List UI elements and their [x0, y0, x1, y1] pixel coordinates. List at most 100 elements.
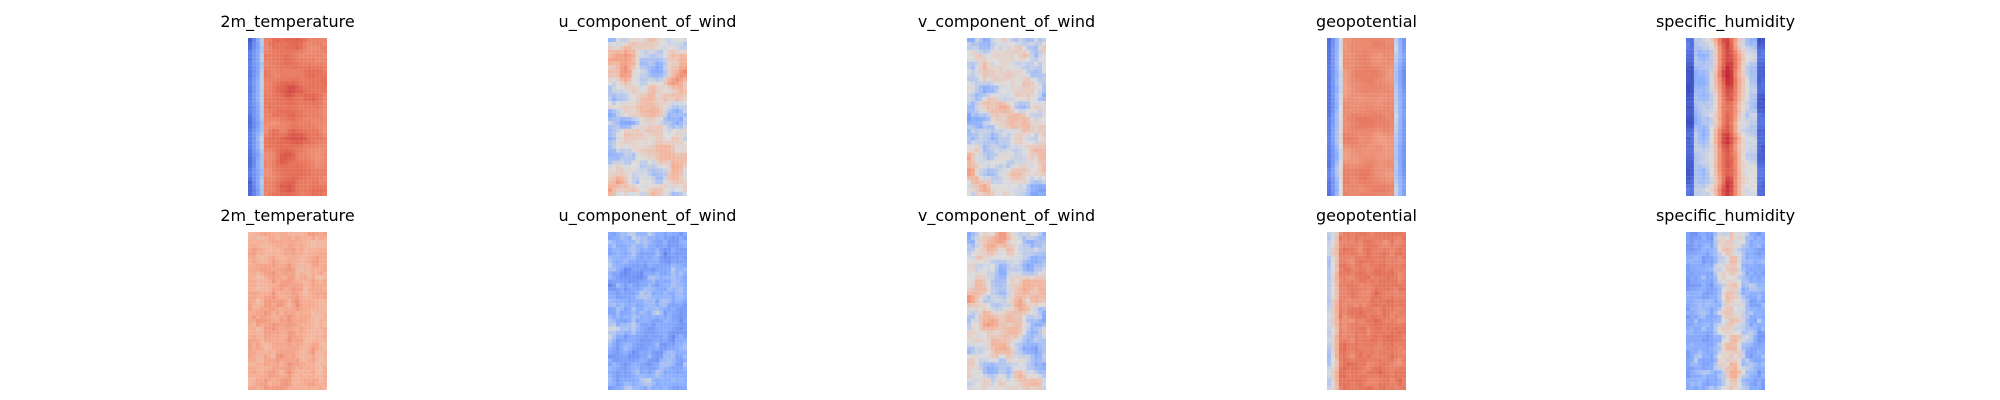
heatmap-cell: [627, 180, 632, 185]
heatmap-cell: [1346, 128, 1351, 133]
heatmap-cell: [1342, 41, 1347, 46]
heatmap-cell: [1721, 65, 1726, 70]
heatmap-cell: [323, 291, 327, 296]
heatmap-cell: [1390, 117, 1395, 122]
heatmap-cell: [1725, 53, 1730, 58]
heatmap-cell: [1390, 156, 1395, 161]
heatmap-cell: [295, 235, 300, 240]
heatmap-cell: [639, 89, 644, 94]
heatmap-cell: [611, 57, 616, 62]
heatmap-cell: [608, 85, 613, 90]
heatmap-cell: [311, 53, 316, 58]
heatmap-cell: [315, 113, 320, 118]
heatmap-cell: [271, 49, 276, 54]
heatmap-cell: [1366, 148, 1371, 153]
heatmap-cell: [1006, 192, 1011, 196]
heatmap-cell: [635, 97, 640, 102]
heatmap-cell: [1022, 65, 1027, 70]
heatmap-cell: [1733, 57, 1738, 62]
heatmap-cell: [1402, 176, 1406, 181]
heatmap-cell: [1030, 164, 1035, 169]
heatmap-cell: [631, 235, 636, 240]
heatmap-cell: [639, 132, 644, 137]
heatmap-cell: [619, 113, 624, 118]
heatmap-cell: [275, 180, 280, 185]
heatmap-cell: [647, 132, 652, 137]
heatmap-cell: [248, 338, 253, 343]
heatmap-cell: [1342, 105, 1347, 110]
heatmap-cell: [271, 128, 276, 133]
heatmap-cell: [323, 85, 327, 90]
heatmap-cell: [1034, 180, 1039, 185]
heatmap-cell: [267, 132, 272, 137]
heatmap-cell: [643, 232, 648, 237]
heatmap-cell: [319, 314, 324, 319]
heatmap-cell: [1382, 41, 1387, 46]
heatmap-cell: [263, 160, 268, 165]
heatmap-cell: [1366, 128, 1371, 133]
heatmap-cell: [323, 338, 327, 343]
heatmap-cell: [1378, 144, 1383, 149]
heatmap-cell: [291, 263, 296, 268]
heatmap-cell: [307, 358, 312, 363]
heatmap-cell: [651, 247, 656, 252]
heatmap-cell: [1693, 65, 1698, 70]
heatmap-cell: [1705, 140, 1710, 145]
heatmap-cell: [1026, 160, 1031, 165]
heatmap-cell: [663, 192, 668, 196]
heatmap-cell: [295, 275, 300, 280]
heatmap-cell: [259, 97, 264, 102]
heatmap-cell: [1402, 188, 1406, 193]
heatmap-cell: [279, 49, 284, 54]
heatmap-cell: [1338, 168, 1343, 173]
heatmap-cell: [283, 172, 288, 177]
heatmap-cell: [635, 85, 640, 90]
heatmap-cell: [1358, 85, 1363, 90]
heatmap-cell: [1358, 156, 1363, 161]
heatmap-cell: [986, 140, 991, 145]
heatmap-cell: [1358, 176, 1363, 181]
heatmap-cell: [663, 93, 668, 98]
heatmap-cell: [1402, 49, 1406, 54]
heatmap-cell: [307, 97, 312, 102]
heatmap-cell: [251, 378, 256, 383]
heatmap-cell: [631, 148, 636, 153]
heatmap-cell: [1350, 49, 1355, 54]
heatmap-cell: [994, 140, 999, 145]
heatmap-cell: [1330, 152, 1335, 157]
heatmap-cell: [1010, 140, 1015, 145]
heatmap-cell: [631, 124, 636, 129]
heatmap-cell: [627, 113, 632, 118]
heatmap-cell: [248, 366, 253, 371]
heatmap-cell: [1729, 144, 1734, 149]
heatmap-cell: [1689, 81, 1694, 86]
heatmap-cell: [248, 172, 253, 177]
heatmap-cell: [259, 243, 264, 248]
heatmap-cell: [675, 132, 680, 137]
heatmap-cell: [1741, 188, 1746, 193]
heatmap-cell: [623, 61, 628, 66]
heatmap-cell: [1038, 85, 1043, 90]
heatmap-cell: [1717, 105, 1722, 110]
heatmap-cell: [319, 73, 324, 78]
heatmap-cell: [271, 69, 276, 74]
heatmap-cell: [271, 172, 276, 177]
heatmap-cell: [994, 89, 999, 94]
heatmap-cell: [1761, 109, 1765, 114]
heatmap-cell: [608, 144, 613, 149]
heatmap-cell: [275, 299, 280, 304]
heatmap-cell: [303, 334, 308, 339]
heatmap-cell: [970, 136, 975, 141]
heatmap-cell: [255, 271, 260, 276]
heatmap-cell: [1010, 73, 1015, 78]
heatmap-cell: [295, 136, 300, 141]
heatmap-cell: [291, 188, 296, 193]
heatmap-cell: [667, 97, 672, 102]
heatmap-cell: [978, 69, 983, 74]
heatmap-cell: [990, 120, 995, 125]
heatmap-cell: [1350, 144, 1355, 149]
heatmap-cell: [675, 247, 680, 252]
heatmap-cell: [299, 287, 304, 292]
heatmap-cell: [263, 370, 268, 375]
